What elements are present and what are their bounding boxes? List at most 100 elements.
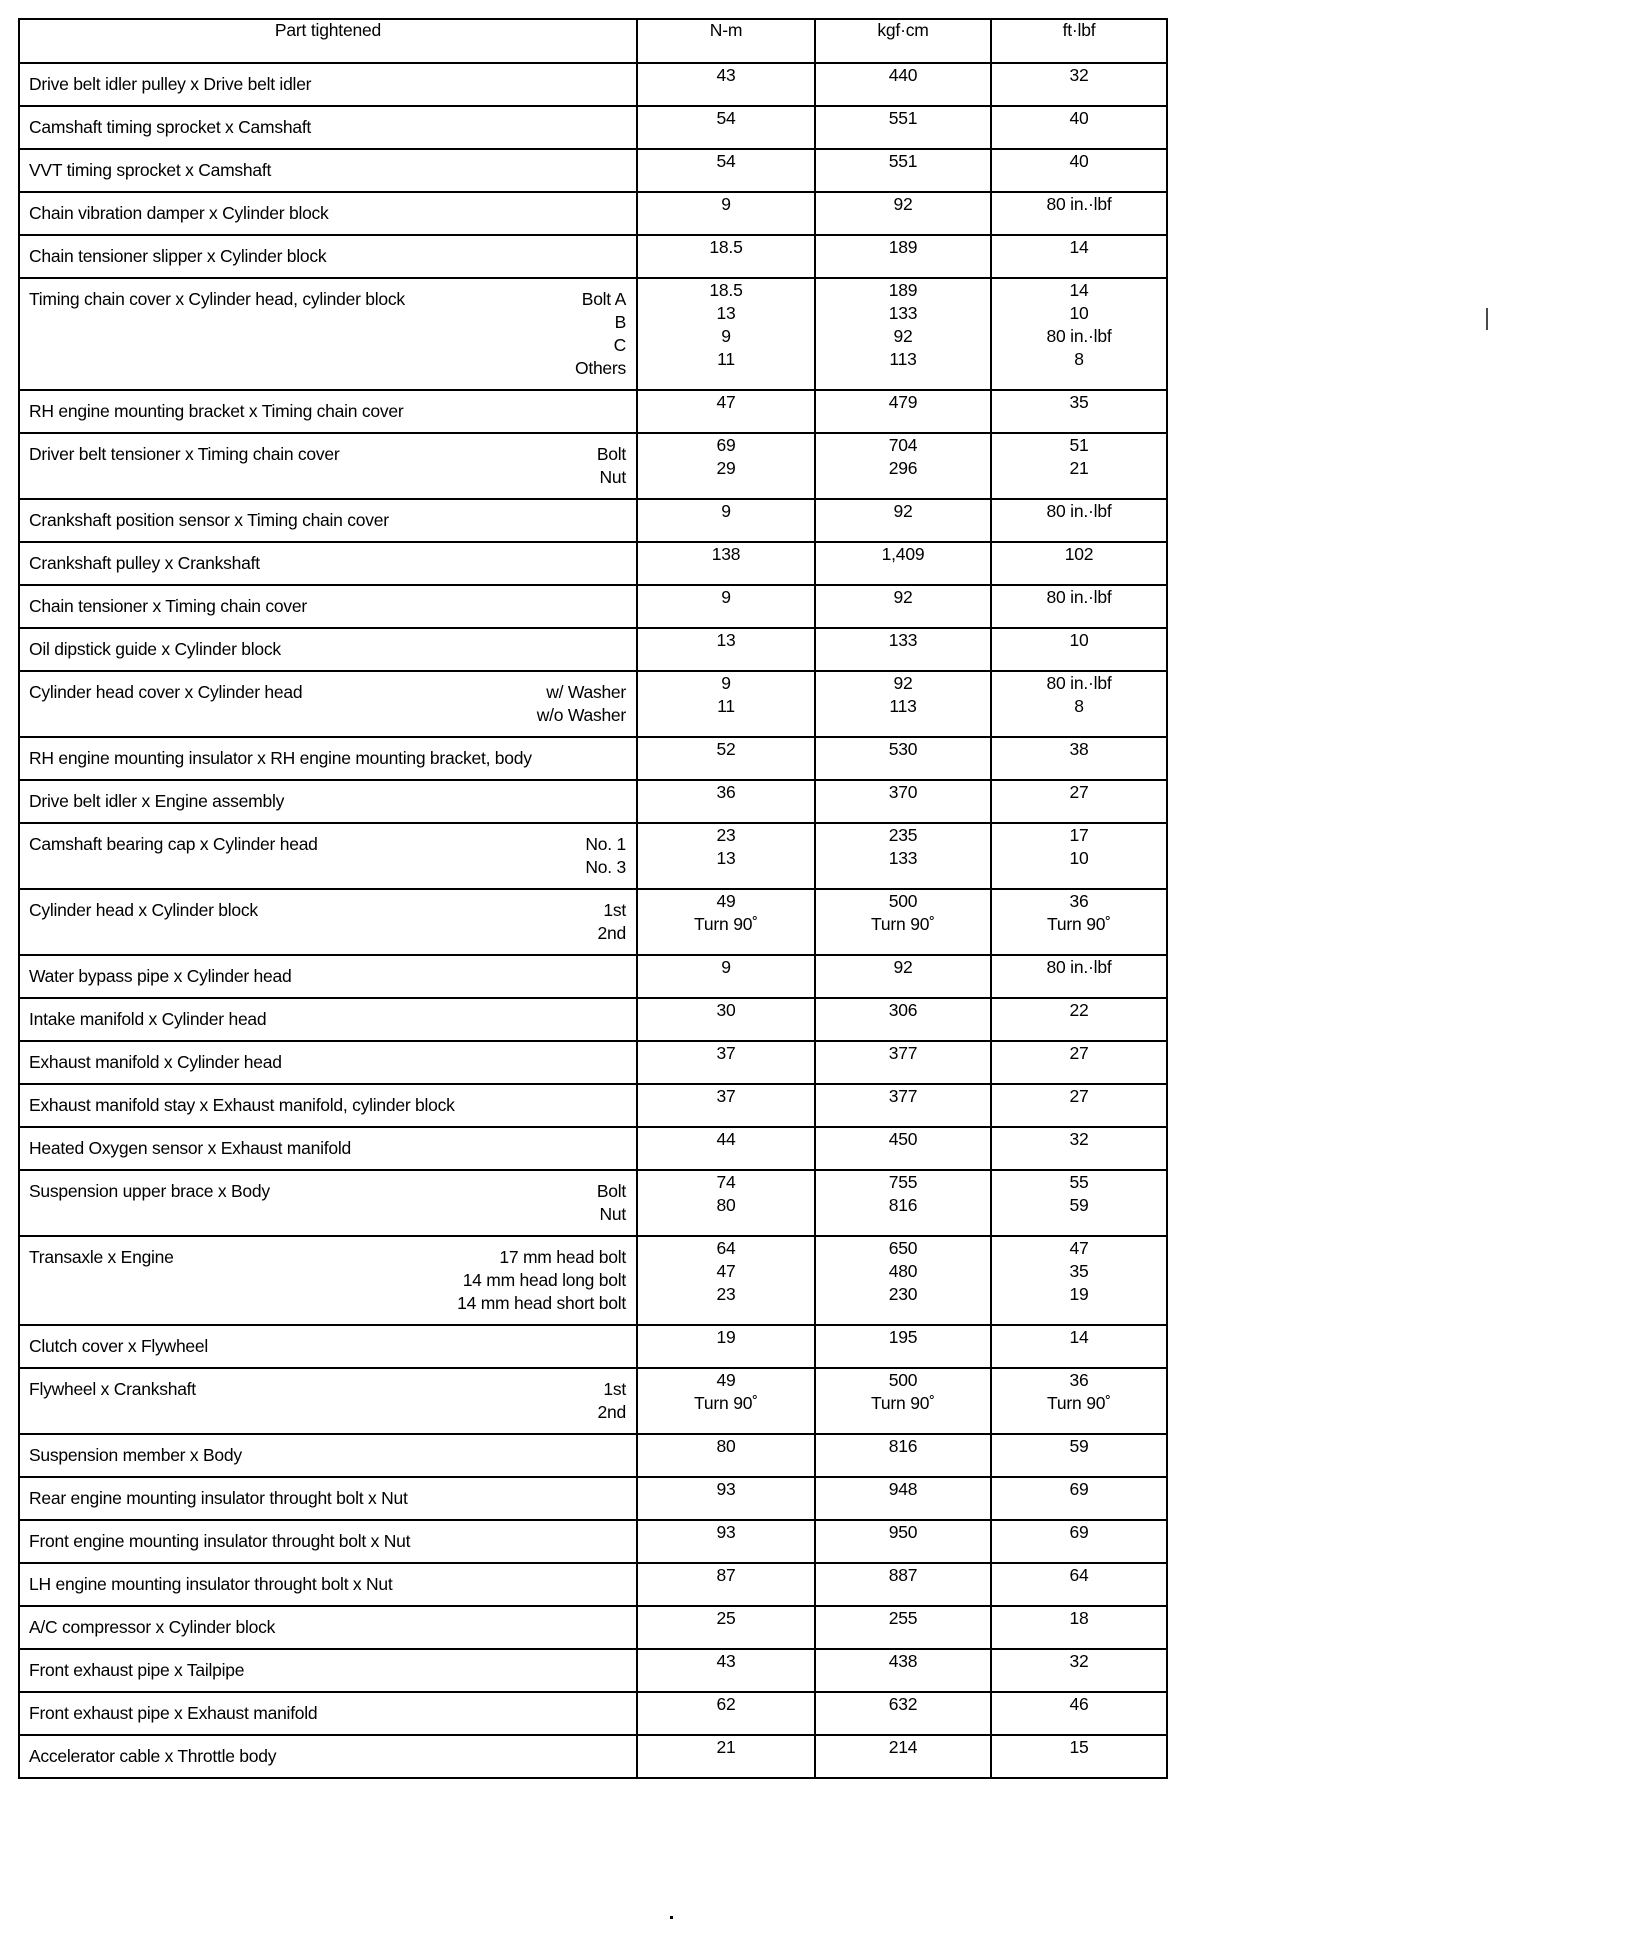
value-line: 47 — [716, 392, 736, 412]
value-line: 92 — [893, 673, 913, 693]
part-qualifier: B — [614, 312, 627, 332]
value-line: 948 — [888, 1479, 918, 1499]
cell-value-ftlbf: 27 — [990, 1083, 1168, 1128]
table-row: Crankshaft pulley x Crankshaft 138 1,409 1… — [18, 541, 1168, 586]
table-row: Oil dipstick guide x Cylinder block 13 13… — [18, 627, 1168, 672]
value-line: 296 — [888, 458, 918, 478]
part-qualifier-list — [603, 1008, 626, 1031]
cell-value-ftlbf: 69 — [990, 1519, 1168, 1564]
cell-value-kgfcm: 92 — [814, 498, 992, 543]
table-row: Chain tensioner x Timing chain cover 9 92… — [18, 584, 1168, 629]
part-qualifier: No. 1 — [585, 834, 626, 854]
cell-value-ftlbf: 27 — [990, 779, 1168, 824]
value-line: 500 — [888, 1370, 918, 1390]
cell-value-kgfcm: 92 — [814, 954, 992, 999]
value-line: 19 — [1069, 1284, 1089, 1304]
cell-value-ftlbf: 80 in.·lbf — [990, 954, 1168, 999]
part-description: Timing chain cover x Cylinder head, cyli… — [29, 289, 405, 309]
cell-value-kgfcm: 370 — [814, 779, 992, 824]
part-qualifier-list — [603, 1659, 626, 1682]
cell-value-nm: 25 — [636, 1605, 816, 1650]
column-header-nm: N-m — [636, 18, 816, 64]
part-description: Crankshaft position sensor x Timing chai… — [29, 510, 389, 530]
cell-value-nm: 9 — [636, 584, 816, 629]
part-qualifier-list — [603, 965, 626, 988]
value-line: 13 — [716, 630, 736, 650]
value-line: 64 — [716, 1238, 736, 1258]
table-row: Heated Oxygen sensor x Exhaust manifold … — [18, 1126, 1168, 1171]
value-line: 14 — [1069, 280, 1089, 300]
value-line: 500 — [888, 891, 918, 911]
part-qualifier-list — [603, 1616, 626, 1639]
value-line: 18.5 — [709, 237, 743, 257]
table-row: Front exhaust pipe x Exhaust manifold 62… — [18, 1691, 1168, 1736]
table-row: Camshaft bearing cap x Cylinder head No. … — [18, 822, 1168, 890]
cell-part-tightened: Crankshaft pulley x Crankshaft — [18, 541, 638, 586]
cell-value-ftlbf: 46 — [990, 1691, 1168, 1736]
cell-part-tightened: Chain vibration damper x Cylinder block — [18, 191, 638, 236]
cell-value-nm: 62 — [636, 1691, 816, 1736]
cell-part-tightened: Exhaust manifold stay x Exhaust manifold… — [18, 1083, 638, 1128]
cell-value-ftlbf: 55 59 — [990, 1169, 1168, 1237]
value-line: 80 — [716, 1195, 736, 1215]
value-line: 54 — [716, 151, 736, 171]
value-line: 49 — [716, 1370, 736, 1390]
cell-value-nm: 13 — [636, 627, 816, 672]
cell-part-tightened: Drive belt idler x Engine assembly — [18, 779, 638, 824]
cell-value-nm: 9 11 — [636, 670, 816, 738]
cell-value-nm: 138 — [636, 541, 816, 586]
value-line: 92 — [893, 587, 913, 607]
cell-value-nm: 19 — [636, 1324, 816, 1369]
cell-part-tightened: LH engine mounting insulator throught bo… — [18, 1562, 638, 1607]
value-line: 44 — [716, 1129, 736, 1149]
cell-part-tightened: Accelerator cable x Throttle body — [18, 1734, 638, 1779]
cell-value-kgfcm: 214 — [814, 1734, 992, 1779]
value-line: 36 — [1069, 1370, 1089, 1390]
value-line: 69 — [716, 435, 736, 455]
part-description: Transaxle x Engine — [29, 1247, 174, 1267]
value-line: 704 — [888, 435, 918, 455]
part-qualifier-list — [603, 159, 626, 182]
value-line: 54 — [716, 108, 736, 128]
cell-value-ftlbf: 40 — [990, 148, 1168, 193]
value-line: 37 — [716, 1043, 736, 1063]
cell-value-ftlbf: 102 — [990, 541, 1168, 586]
part-description: Camshaft bearing cap x Cylinder head — [29, 834, 318, 854]
value-line: 9 — [721, 501, 731, 521]
value-line: 650 — [888, 1238, 918, 1258]
cell-value-kgfcm: 479 — [814, 389, 992, 434]
cell-value-ftlbf: 10 — [990, 627, 1168, 672]
part-description: Chain vibration damper x Cylinder block — [29, 203, 329, 223]
value-line: 377 — [888, 1086, 918, 1106]
cell-value-kgfcm: 887 — [814, 1562, 992, 1607]
value-line: 64 — [1069, 1565, 1089, 1585]
value-line: 530 — [888, 739, 918, 759]
cell-part-tightened: Front exhaust pipe x Exhaust manifold — [18, 1691, 638, 1736]
cell-value-nm: 9 — [636, 498, 816, 543]
cell-value-kgfcm: 500 Turn 90˚ — [814, 1367, 992, 1435]
cell-value-ftlbf: 14 10 80 in.·lbf 8 — [990, 277, 1168, 391]
value-line: 40 — [1069, 108, 1089, 128]
cell-value-nm: 64 47 23 — [636, 1235, 816, 1326]
value-line: 370 — [888, 782, 918, 802]
value-line: 479 — [888, 392, 918, 412]
part-qualifier: Bolt — [596, 444, 626, 464]
torque-specification-table: Part tightened N-m kgf·cm ft·lbf Drive b… — [18, 18, 1168, 1779]
table-row: Chain tensioner slipper x Cylinder block… — [18, 234, 1168, 279]
value-line: 32 — [1069, 65, 1089, 85]
cell-value-ftlbf: 32 — [990, 1126, 1168, 1171]
value-line: 306 — [888, 1000, 918, 1020]
part-qualifier-list — [603, 202, 626, 225]
cell-value-ftlbf: 18 — [990, 1605, 1168, 1650]
cell-value-ftlbf: 80 in.·lbf 8 — [990, 670, 1168, 738]
part-qualifier: 1st — [603, 1379, 626, 1399]
value-line: 9 — [721, 326, 731, 346]
cell-value-nm: 49 Turn 90˚ — [636, 1367, 816, 1435]
cell-value-kgfcm: 440 — [814, 62, 992, 107]
value-line: 133 — [888, 630, 918, 650]
table-row: Water bypass pipe x Cylinder head 9 92 80 … — [18, 954, 1168, 999]
value-line: 8 — [1074, 349, 1084, 369]
cell-value-ftlbf: 32 — [990, 62, 1168, 107]
cell-value-kgfcm: 632 — [814, 1691, 992, 1736]
